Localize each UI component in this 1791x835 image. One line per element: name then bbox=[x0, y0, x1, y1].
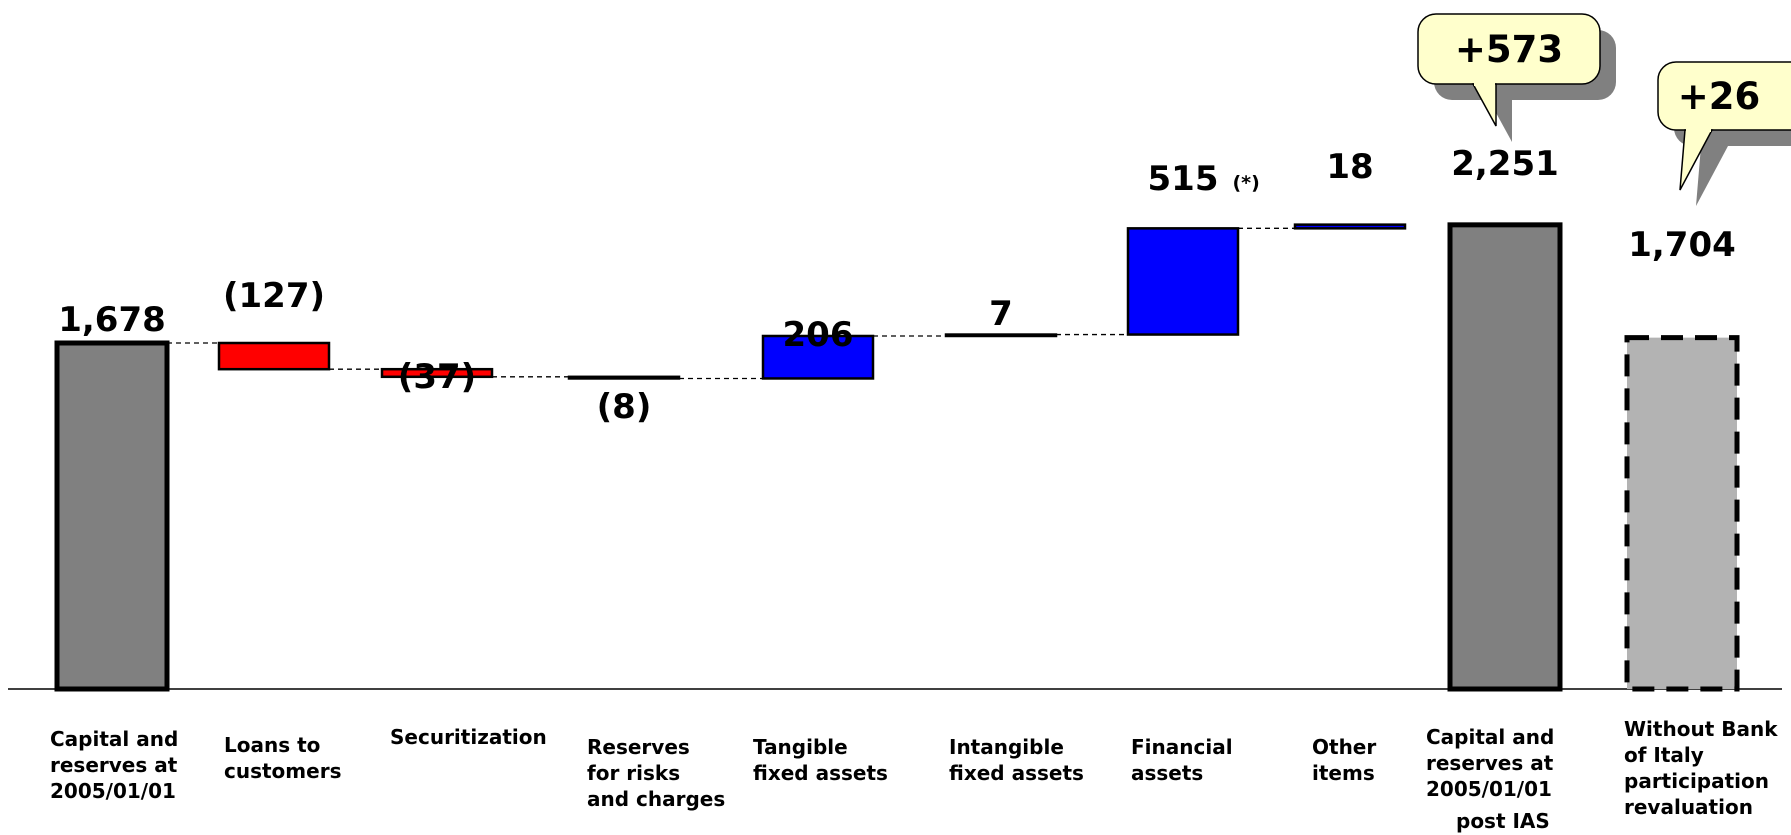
bar-1 bbox=[54, 340, 170, 692]
callout-label: +573 bbox=[1455, 28, 1563, 71]
value-label: (8) bbox=[597, 387, 652, 427]
value-label-note: (*) bbox=[1232, 172, 1259, 194]
category-label: Intangible fixed assets bbox=[949, 735, 1084, 785]
bar-2 bbox=[217, 341, 331, 371]
category-label: Tangible fixed assets bbox=[753, 735, 888, 785]
category-label: Loans to customers bbox=[224, 733, 342, 783]
bar-9 bbox=[1447, 222, 1563, 692]
category-label: Other items bbox=[1312, 735, 1377, 785]
category-label: Financial assets bbox=[1131, 735, 1233, 785]
category-label: Without Bank of Italy participation reva… bbox=[1624, 717, 1778, 819]
callout-tail bbox=[1471, 83, 1497, 127]
bar-8 bbox=[1293, 223, 1407, 230]
callout-tail-join bbox=[1474, 81, 1495, 86]
value-label: 206 bbox=[783, 315, 854, 355]
value-label: 1,704 bbox=[1628, 225, 1736, 265]
category-note: post IAS bbox=[1456, 809, 1550, 833]
category-label: Securitization bbox=[390, 725, 547, 749]
bar-10 bbox=[1624, 335, 1740, 692]
value-label: 7 bbox=[989, 294, 1013, 334]
value-label: 1,678 bbox=[58, 300, 166, 340]
callout-tail-join bbox=[1686, 127, 1711, 132]
category-label: Reserves for risks and charges bbox=[587, 735, 726, 811]
callout-label: +26 bbox=[1678, 75, 1761, 118]
category-label: Capital and reserves at 2005/01/01 bbox=[1426, 725, 1555, 801]
callout-bubble bbox=[1417, 13, 1601, 85]
callout-bubble bbox=[1657, 61, 1791, 131]
value-label: (37) bbox=[398, 357, 476, 397]
category-label: Capital and reserves at 2005/01/01 bbox=[50, 727, 179, 803]
value-label: (127) bbox=[223, 276, 325, 316]
bar-5 bbox=[761, 334, 875, 380]
bar-7 bbox=[1126, 227, 1240, 336]
callout-tail-shadow bbox=[1696, 146, 1728, 206]
value-label: 515 bbox=[1148, 159, 1219, 199]
bar-6 bbox=[944, 333, 1058, 338]
bar-3 bbox=[380, 367, 494, 379]
bar-4 bbox=[567, 375, 681, 380]
value-label: 2,251 bbox=[1451, 144, 1559, 184]
value-label: 18 bbox=[1326, 147, 1373, 187]
